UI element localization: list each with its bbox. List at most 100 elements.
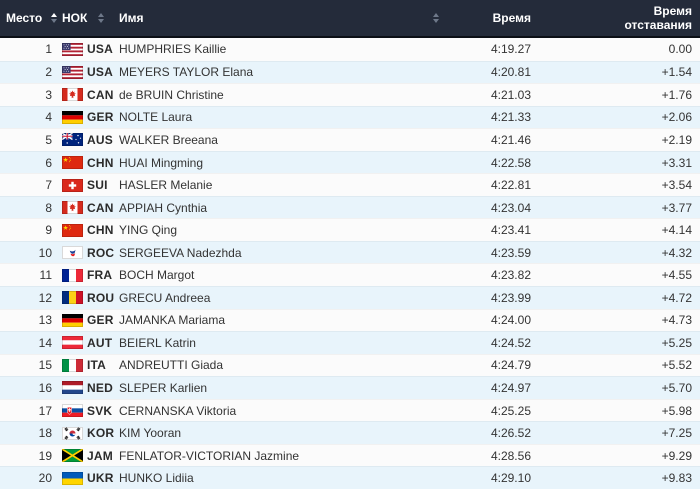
noc-cell: SVK <box>55 400 115 422</box>
flag-fra <box>62 268 83 282</box>
athlete-name: APPIAH Cynthia <box>119 200 208 215</box>
place-cell: 17 <box>38 403 52 418</box>
noc-cell: ROC <box>55 242 115 264</box>
place-cell: 16 <box>38 380 52 395</box>
flag-ger <box>62 313 83 327</box>
place-cell: 1 <box>45 42 52 57</box>
time-cell: 4:22.58 <box>490 155 531 170</box>
place-cell: 19 <box>38 448 52 463</box>
place-cell: 6 <box>45 155 52 170</box>
athlete-name: BOCH Margot <box>119 268 195 283</box>
time-cell: 4:19.27 <box>490 42 531 57</box>
place-cell: 10 <box>38 245 52 260</box>
flag-svk <box>62 404 83 418</box>
column-header-noc[interactable]: НОК <box>55 0 115 36</box>
column-header-name[interactable]: Имя <box>115 0 445 36</box>
table-row: 8 CAN APPIAH Cynthia 4:23.04 +3.77 <box>0 195 700 219</box>
flag-rou <box>62 291 83 305</box>
flag-usa <box>62 42 83 56</box>
table-row: 18 KOR KIM Yooran 4:26.52 +7.25 <box>0 421 700 444</box>
time-cell: 4:21.03 <box>490 87 531 102</box>
noc-code: KOR <box>87 426 115 441</box>
time-behind-cell: +5.52 <box>661 358 692 373</box>
column-label-place: Место <box>6 11 43 25</box>
time-behind-cell: +2.06 <box>661 110 692 125</box>
time-behind-cell: +1.76 <box>661 87 692 102</box>
time-cell: 4:29.10 <box>490 471 531 486</box>
noc-cell: ITA <box>55 355 115 377</box>
time-behind-cell: +5.25 <box>661 335 692 350</box>
flag-roc <box>62 246 83 260</box>
place-cell: 9 <box>45 223 52 238</box>
place-cell: 12 <box>38 290 52 305</box>
athlete-name: JAMANKA Mariama <box>119 313 226 328</box>
noc-code: CHN <box>87 223 114 238</box>
noc-cell: AUS <box>55 129 115 151</box>
athlete-name: CERNANSKA Viktoria <box>119 403 237 418</box>
column-label-name: Имя <box>119 11 144 25</box>
table-row: 11 FRA BOCH Margot 4:23.82 +4.55 <box>0 263 700 287</box>
athlete-name: NOLTE Laura <box>119 110 193 125</box>
athlete-name: de BRUIN Christine <box>119 87 224 102</box>
time-cell: 4:26.52 <box>490 426 531 441</box>
place-cell: 15 <box>38 358 52 373</box>
table-row: 4 GER NOLTE Laura 4:21.33 +2.06 <box>0 105 700 129</box>
place-cell: 8 <box>45 200 52 215</box>
time-behind-cell: +5.98 <box>661 403 692 418</box>
time-behind-cell: +3.77 <box>661 200 692 215</box>
flag-can <box>62 201 83 215</box>
place-cell: 13 <box>38 313 52 328</box>
flag-ned <box>62 381 83 395</box>
noc-cell: KOR <box>55 422 115 444</box>
noc-cell: CHN <box>55 152 115 174</box>
noc-cell: JAM <box>55 445 115 467</box>
athlete-name: HASLER Melanie <box>119 178 213 193</box>
time-behind-cell: +7.25 <box>661 426 692 441</box>
column-header-place[interactable]: Место <box>0 0 58 36</box>
athlete-name: GRECU Andreea <box>119 290 211 305</box>
athlete-name: YING Qing <box>119 223 178 238</box>
table-row: 10 ROC SERGEEVA Nadezhda 4:23.59 +4.32 <box>0 240 700 264</box>
noc-cell: USA <box>55 38 115 61</box>
sort-carets-icon[interactable] <box>433 13 439 23</box>
table-header: Место НОК Имя Время Время отставания <box>0 0 700 38</box>
noc-cell: UKR <box>55 467 115 489</box>
flag-sui <box>62 178 83 192</box>
place-cell: 2 <box>45 65 52 80</box>
noc-cell: GER <box>55 107 115 129</box>
noc-code: GER <box>87 110 114 125</box>
noc-code: SUI <box>87 178 108 193</box>
flag-aut <box>62 336 83 350</box>
time-behind-cell: +1.54 <box>661 65 692 80</box>
time-cell: 4:23.82 <box>490 268 531 283</box>
place-cell: 20 <box>38 471 52 486</box>
athlete-name: HUNKO Lidiia <box>119 471 194 486</box>
noc-code: CAN <box>87 87 114 102</box>
column-label-noc: НОК <box>62 11 88 25</box>
table-row: 3 CAN de BRUIN Christine 4:21.03 +1.76 <box>0 83 700 106</box>
table-row: 15 ITA ANDREUTTI Giada 4:24.79 +5.52 <box>0 353 700 377</box>
time-cell: 4:22.81 <box>490 178 531 193</box>
flag-kor <box>62 426 83 440</box>
sort-carets-icon[interactable] <box>51 13 58 23</box>
table-row: 6 CHN HUAI Mingming 4:22.58 +3.31 <box>0 150 700 174</box>
noc-cell: CAN <box>55 197 115 219</box>
time-cell: 4:23.99 <box>490 290 531 305</box>
noc-cell: NED <box>55 377 115 399</box>
sort-carets-icon[interactable] <box>98 13 105 23</box>
noc-code: CAN <box>87 200 114 215</box>
time-cell: 4:28.56 <box>490 448 531 463</box>
time-cell: 4:23.04 <box>490 200 531 215</box>
athlete-name: SERGEEVA Nadezhda <box>119 245 242 260</box>
results-table-body: 1 USA HUMPHRIES Kaillie 4:19.27 0.00 2 USA MEYE… <box>0 38 700 489</box>
noc-cell: CHN <box>55 219 115 241</box>
time-behind-cell: +4.32 <box>661 245 692 260</box>
column-label-time-behind: Время отставания <box>624 4 693 32</box>
noc-code: UKR <box>87 471 114 486</box>
noc-cell: GER <box>55 310 115 332</box>
time-cell: 4:25.25 <box>490 403 531 418</box>
noc-code: AUT <box>87 335 113 350</box>
place-cell: 18 <box>38 426 52 441</box>
noc-code: AUS <box>87 132 113 147</box>
